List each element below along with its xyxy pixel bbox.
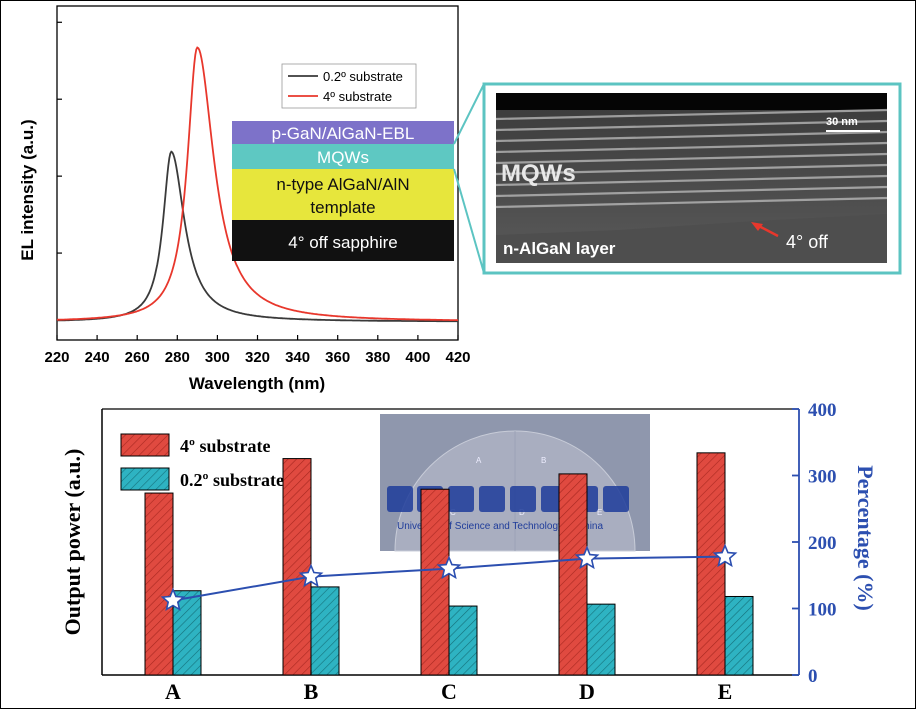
tem-off-label: 4° off (786, 232, 829, 252)
el-x-tick-label-0: 220 (44, 349, 69, 366)
tem-stripe-6 (495, 174, 888, 187)
layer-ebl-label: p-GaN/AlGaN-EBL (272, 124, 415, 143)
bar-legend-label-1: 0.2º substrate (180, 470, 284, 490)
tem-layer-label: n-AlGaN layer (503, 239, 616, 258)
tem-stripe-7 (495, 185, 888, 198)
bar-x-label-D: D (579, 679, 595, 704)
el-x-tick-label-1: 240 (85, 349, 110, 366)
bar-legend-swatch-0 (120, 433, 170, 457)
bar-x-label-C: C (441, 679, 457, 704)
bar-legend: 4º substrate 0.2º substrate (120, 433, 284, 491)
tem-stripe-0 (495, 108, 888, 121)
bar-legend-swatch-1 (120, 467, 170, 491)
chip-label-a: A (476, 456, 482, 465)
layer-sapphire (232, 220, 454, 261)
bar-0p2deg-E (724, 595, 754, 676)
right-tick-label-1: 100 (808, 600, 837, 621)
el-x-tick-label-9: 400 (405, 349, 430, 366)
tem-stripe-1 (495, 119, 888, 132)
bar-4deg-B (282, 458, 312, 676)
bar-0p2deg-B (310, 586, 340, 676)
chip-label-c: C (450, 508, 456, 517)
el-x-tick-label-4: 300 (205, 349, 230, 366)
el-x-tick-label-5: 320 (245, 349, 270, 366)
el-x-tick-label-6: 340 (285, 349, 310, 366)
output-power-chart: A B C D E University of Science and Tech… (60, 400, 878, 704)
el-legend-label-0: 0.2º substrate (323, 69, 403, 84)
right-tick-label-3: 300 (808, 467, 837, 488)
layer-sapphire-label: 4° off sapphire (288, 233, 398, 252)
tem-top-dark-band (496, 93, 887, 110)
tem-stripe-2 (495, 130, 888, 143)
layer-mqws (232, 144, 454, 169)
tem-stripe-8 (495, 196, 888, 209)
right-tick-label-2: 200 (808, 533, 837, 554)
layer-mqws-label: MQWs (317, 148, 369, 167)
bar-legend-label-0: 4º substrate (180, 436, 270, 456)
bar-4deg-C (420, 488, 450, 676)
connector-line-top (453, 83, 485, 145)
el-legend-label-1: 4º substrate (323, 89, 392, 104)
right-tick-label-4: 400 (808, 400, 837, 421)
percentage-star-D (574, 545, 600, 570)
layer-stack-inset: p-GaN/AlGaN-EBL MQWs n-type AlGaN/AlN te… (232, 121, 454, 261)
percentage-star-B (298, 563, 324, 588)
bar-4deg-E (696, 452, 726, 676)
chip-label-e: E (597, 508, 602, 517)
output-power-y-label: Output power (a.u.) (60, 449, 85, 636)
tem-stripe-4 (495, 152, 888, 165)
bar-4deg-A (144, 492, 174, 676)
tem-scale-text: 30 nm (826, 116, 858, 128)
tem-stripe-3 (495, 141, 888, 154)
bar-4deg-D (558, 473, 588, 676)
chip-label-d: D (519, 508, 525, 517)
chip-label-b: B (541, 456, 546, 465)
tem-substrate-region (496, 214, 887, 263)
el-x-axis-label: Wavelength (nm) (189, 374, 325, 393)
tem-red-arrowhead (751, 222, 763, 231)
el-x-tick-label-8: 380 (365, 349, 390, 366)
el-series-line-1 (56, 46, 459, 322)
el-y-axis-label: EL intensity (a.u.) (18, 119, 37, 260)
layer-ntype-label-1: n-type AlGaN/AlN (276, 175, 409, 194)
el-x-tick-label-2: 260 (125, 349, 150, 366)
el-legend: 0.2º substrate 4º substrate (281, 63, 417, 109)
bar-x-label-B: B (304, 679, 319, 704)
percentage-star-A (160, 587, 186, 612)
el-x-tick-label-3: 280 (165, 349, 190, 366)
percentage-y-label: Percentage (%) (853, 465, 878, 611)
bar-0p2deg-C (448, 605, 478, 676)
bar-x-label-E: E (718, 679, 733, 704)
right-tick-label-0: 0 (808, 666, 818, 687)
tem-image-panel: 30 nm MQWs n-AlGaN layer 4° off (482, 82, 902, 275)
layer-ebl (232, 121, 454, 144)
percentage-star-C (436, 555, 462, 580)
el-spectrum-plot: 220 240 260 280 300 320 340 360 380 400 420 Wavele… (18, 5, 485, 393)
percentage-star-E (712, 543, 738, 568)
bar-0p2deg-D (586, 603, 616, 676)
tem-quantum-well-stripes (495, 108, 888, 209)
el-x-tick-label-10: 420 (445, 349, 470, 366)
connector-line-bottom (453, 168, 485, 274)
tem-mqws-label: MQWs (501, 160, 576, 187)
bar-x-label-A: A (165, 679, 181, 704)
el-x-tick-label-7: 360 (325, 349, 350, 366)
university-name: University of Science and Technology of … (397, 521, 603, 532)
tem-stripe-5 (495, 163, 888, 176)
layer-ntype-label-2: template (310, 198, 375, 217)
layer-ntype (232, 169, 454, 220)
